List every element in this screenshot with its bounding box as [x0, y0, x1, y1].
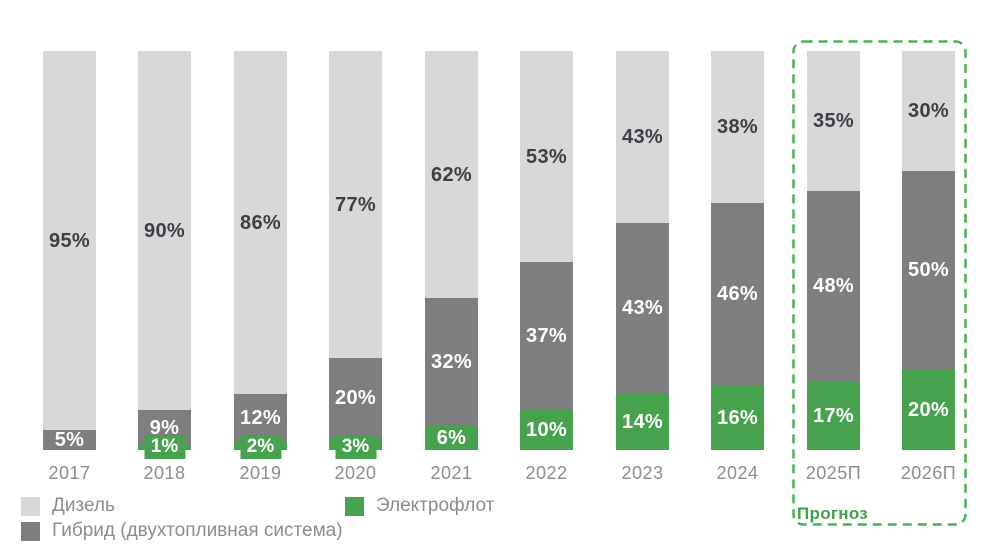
value-label-electric-2019: 2% — [240, 434, 281, 459]
value-label-diesel-2026П: 30% — [908, 99, 949, 122]
segment-hybrid-2024: 46% — [711, 202, 764, 387]
value-label-hybrid-2020: 20% — [335, 387, 376, 410]
x-axis-label-2024: 2024 — [716, 463, 759, 483]
legend-label-diesel: Дизель — [52, 495, 115, 516]
value-label-electric-2024: 16% — [717, 407, 758, 430]
value-label-hybrid-2023: 43% — [622, 297, 663, 320]
segment-hybrid-2020: 20% — [329, 358, 382, 439]
segment-hybrid-2022: 37% — [520, 262, 573, 411]
value-label-diesel-2019: 86% — [240, 211, 281, 234]
segment-electric-2019: 2% — [234, 434, 287, 459]
segment-diesel-2024: 38% — [711, 51, 764, 203]
segment-electric-2023: 14% — [616, 394, 669, 450]
x-axis-label-2019: 2019 — [239, 463, 282, 483]
segment-diesel-2022: 53% — [520, 51, 573, 263]
value-label-diesel-2024: 38% — [717, 115, 758, 138]
value-label-electric-2020: 3% — [335, 434, 376, 459]
legend-item-electric: Электрофлот — [345, 495, 494, 517]
bar-2025П: 35% 48% 17% 2025П — [806, 51, 861, 483]
value-label-diesel-2018: 90% — [144, 219, 185, 242]
segment-electric-2024: 16% — [711, 386, 764, 450]
bar-2026П: 30% 50% 20% 2026П — [901, 51, 956, 483]
value-label-electric-2022: 10% — [526, 419, 567, 442]
value-label-hybrid-2021: 32% — [431, 351, 472, 374]
forecast-box-rect — [792, 40, 967, 526]
segment-hybrid-2026П: 50% — [902, 170, 955, 371]
segment-diesel-2020: 77% — [329, 51, 382, 359]
forecast-label: Прогноз — [797, 504, 869, 523]
legend-item-hybrid: Гибрид (двухтопливная система) — [21, 520, 343, 542]
segment-diesel-2023: 43% — [616, 51, 669, 223]
legend-swatch-diesel — [21, 496, 40, 516]
x-axis-label-2021: 2021 — [430, 463, 473, 483]
legend-item-diesel: Дизель — [21, 495, 115, 517]
value-label-hybrid-2019: 12% — [240, 407, 281, 430]
x-axis-label-2023: 2023 — [621, 463, 664, 483]
bar-2022: 53% 37% 10% 2022 — [520, 51, 573, 483]
segment-diesel-2026П: 30% — [902, 51, 955, 171]
segment-hybrid-2025П: 48% — [807, 190, 860, 383]
segment-electric-2026П: 20% — [902, 370, 955, 450]
segment-hybrid-2019: 12% — [234, 394, 287, 442]
bar-2018: 90% 9% 1% 2018 — [138, 51, 191, 483]
segment-electric-2018: 1% — [138, 434, 191, 459]
segment-hybrid-2021: 32% — [425, 298, 478, 427]
x-axis-label-2020: 2020 — [334, 463, 377, 483]
x-axis-label-2026П: 2026П — [900, 463, 957, 483]
value-label-hybrid-2022: 37% — [526, 325, 567, 348]
segment-electric-2020: 3% — [329, 434, 382, 459]
legend-label-electric: Электрофлот — [376, 495, 495, 516]
bar-2017: 95% 5% 2017 — [43, 51, 96, 483]
legend-swatch-electric — [345, 496, 364, 516]
value-label-electric-2023: 14% — [622, 411, 663, 434]
x-axis-label-2022: 2022 — [525, 463, 568, 483]
legend-swatch-hybrid — [21, 521, 40, 541]
bar-2019: 86% 12% 2% 2019 — [234, 51, 287, 483]
segment-diesel-2018: 90% — [138, 51, 191, 411]
value-label-electric-2021: 6% — [436, 427, 467, 450]
value-label-diesel-2025П: 35% — [813, 109, 854, 132]
value-label-electric-2018: 1% — [144, 434, 185, 459]
bar-2024: 38% 46% 16% 2024 — [711, 51, 764, 483]
x-axis-label-2017: 2017 — [48, 463, 91, 483]
value-label-hybrid-2018: 9% — [149, 417, 180, 440]
x-axis-label-2025П: 2025П — [805, 463, 862, 483]
segment-electric-2025П: 17% — [807, 382, 860, 450]
segment-electric-2022: 10% — [520, 410, 573, 450]
value-label-diesel-2021: 62% — [431, 163, 472, 186]
value-label-hybrid-2017: 5% — [54, 429, 85, 452]
value-label-diesel-2017: 95% — [49, 229, 90, 252]
x-axis-label-2018: 2018 — [143, 463, 186, 483]
segment-diesel-2021: 62% — [425, 51, 478, 299]
value-label-electric-2026П: 20% — [908, 399, 949, 422]
value-label-diesel-2023: 43% — [622, 125, 663, 148]
segment-diesel-2025П: 35% — [807, 51, 860, 191]
value-label-diesel-2020: 77% — [335, 193, 376, 216]
value-label-electric-2025П: 17% — [813, 405, 854, 428]
segment-diesel-2017: 95% — [43, 51, 96, 431]
bar-2020: 77% 20% 3% 2020 — [329, 51, 382, 483]
legend-label-hybrid: Гибрид (двухтопливная система) — [52, 520, 343, 541]
segment-hybrid-2023: 43% — [616, 222, 669, 395]
bar-2021: 62% 32% 6% 2021 — [425, 51, 478, 483]
forecast-box-outline — [792, 40, 967, 526]
value-label-diesel-2022: 53% — [526, 145, 567, 168]
value-label-hybrid-2025П: 48% — [813, 275, 854, 298]
segment-diesel-2019: 86% — [234, 51, 287, 395]
value-label-hybrid-2026П: 50% — [908, 259, 949, 282]
forecast-box: Прогноз — [792, 40, 967, 526]
bar-2023: 43% 43% 14% 2023 — [616, 51, 669, 483]
value-label-hybrid-2024: 46% — [717, 283, 758, 306]
segment-electric-2021: 6% — [425, 426, 478, 450]
segment-hybrid-2017: 5% — [43, 430, 96, 450]
